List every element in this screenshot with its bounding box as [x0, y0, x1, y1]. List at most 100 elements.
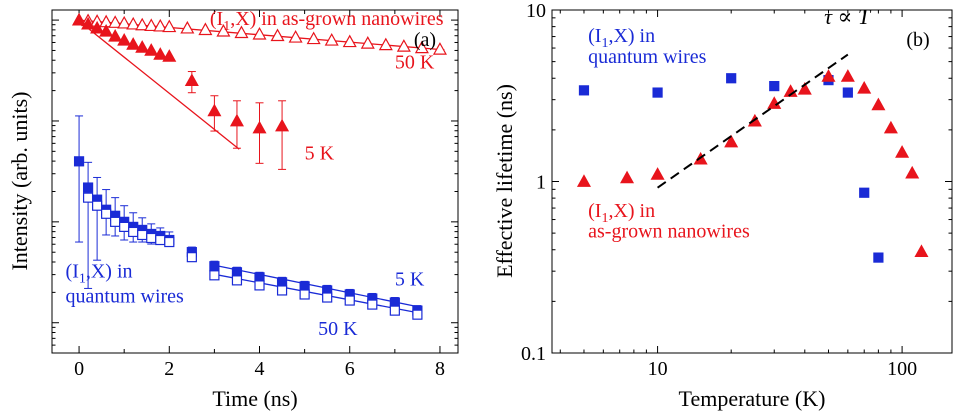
- data-point-a-3: [92, 200, 103, 211]
- x-tick-label-a: 2: [164, 358, 174, 380]
- data-point-a-3: [299, 289, 310, 300]
- data-point-a-3: [101, 208, 112, 219]
- data-point-b-0: [873, 252, 884, 263]
- data-point-b-1: [576, 174, 591, 187]
- trend-line-b: [657, 53, 849, 189]
- data-point-a-1: [72, 12, 87, 26]
- annotation-a: 5 K: [395, 268, 425, 290]
- x-axis-label-b: Temperature (K): [679, 386, 826, 411]
- y-tick-label-b: 0.1: [521, 343, 546, 365]
- plot-frame-a: [51, 9, 459, 354]
- x-tick-label-a: 4: [255, 358, 265, 380]
- x-tick-label-a: 0: [74, 358, 84, 380]
- data-point-a-3: [322, 292, 333, 303]
- data-point-b-1: [883, 120, 898, 134]
- data-point-a-1: [229, 113, 244, 127]
- annotation-b: (I1,X) in: [588, 25, 655, 51]
- data-point-a-1: [126, 37, 141, 50]
- data-point-a-0: [306, 31, 321, 45]
- data-point-a-3: [389, 305, 400, 316]
- data-point-a-3: [164, 236, 175, 248]
- data-point-b-1: [797, 82, 812, 95]
- data-point-b-0: [769, 80, 780, 92]
- y-tick-label-b: 10: [526, 0, 546, 22]
- data-point-a-3: [128, 226, 139, 238]
- annotation-a: quantum wires: [66, 286, 185, 308]
- data-point-a-0: [216, 23, 231, 37]
- annotation-a: (I1,X) in as-grown nanowires: [210, 8, 444, 34]
- data-point-b-1: [857, 80, 872, 94]
- data-point-a-1: [117, 33, 132, 46]
- data-point-b-0: [842, 87, 853, 98]
- data-point-a-0: [414, 40, 429, 54]
- data-point-b-1: [840, 69, 855, 82]
- data-point-a-3: [110, 216, 121, 227]
- y-axis-label-a: Intensity (arb. units): [7, 91, 32, 270]
- data-point-a-1: [153, 47, 168, 60]
- data-point-a-3: [231, 275, 243, 286]
- data-point-a-0: [135, 17, 150, 31]
- panel-a: 0 2 4 6 8 (I1,X) in as-grown nanowires 50 K 5 …: [7, 8, 459, 411]
- data-point-a-0: [252, 26, 267, 40]
- data-point-a-1: [81, 16, 96, 30]
- data-point-b-1: [620, 170, 635, 184]
- x-tick-labels-a: 0 2 4 6 8: [74, 358, 445, 380]
- data-point-a-0: [324, 33, 339, 46]
- data-point-a-0: [360, 36, 375, 49]
- data-point-a-1: [184, 73, 199, 87]
- data-point-a-0: [270, 28, 285, 42]
- data-point-a-3: [82, 192, 94, 203]
- data-point-a-0: [198, 22, 213, 36]
- data-point-a-1: [135, 40, 150, 53]
- chart-marks-a: [72, 12, 447, 320]
- data-point-a-3: [412, 309, 423, 320]
- annotation-a: 50 K: [395, 52, 435, 74]
- fit-line-a-3: [214, 273, 418, 314]
- data-point-a-0: [234, 25, 249, 39]
- data-point-a-0: [108, 15, 123, 28]
- data-point-b-1: [650, 167, 665, 180]
- data-point-a-1: [99, 23, 114, 37]
- data-point-a-2: [82, 182, 94, 193]
- y-axis-label-b: Effective lifetime (ns): [492, 84, 517, 278]
- data-point-a-3: [186, 252, 197, 263]
- data-point-a-3: [276, 285, 288, 296]
- data-point-a-1: [144, 43, 159, 56]
- data-point-a-3: [367, 299, 378, 310]
- x-tick-label-b: 10: [648, 358, 668, 380]
- annotation-b: quantum wires: [588, 46, 707, 68]
- data-point-a-0: [180, 20, 195, 34]
- y-tick-label-b: 1: [536, 172, 546, 194]
- annotation-a: 50 K: [318, 318, 358, 340]
- data-point-a-1: [275, 118, 290, 132]
- annotation-b: (I1,X) in: [588, 200, 655, 226]
- data-point-b-0: [578, 85, 590, 96]
- annotation-a: 5 K: [305, 142, 335, 164]
- data-point-a-0: [153, 18, 168, 32]
- annotation-b: τ ∝ T: [824, 4, 872, 29]
- panel-label-a: (a): [414, 29, 436, 51]
- data-point-a-1: [108, 28, 123, 42]
- annotation-b: as-grown nanowires: [588, 221, 750, 243]
- data-point-a-2: [209, 261, 220, 272]
- data-point-a-0: [432, 42, 447, 55]
- data-point-b-1: [895, 145, 910, 158]
- data-point-a-3: [209, 270, 220, 281]
- tick-labels-b: 10 100 0.1 1 10: [521, 0, 917, 380]
- data-point-a-2: [73, 156, 85, 167]
- annotations-a: (I1,X) in as-grown nanowires 50 K 5 K 5 K 50…: [66, 8, 444, 340]
- data-point-b-1: [821, 69, 836, 82]
- x-tick-label-a: 6: [345, 358, 355, 380]
- data-point-a-0: [396, 39, 411, 52]
- data-point-a-0: [378, 37, 393, 51]
- data-point-b-1: [724, 134, 739, 148]
- data-point-a-3: [254, 280, 265, 291]
- x-tick-label-a: 8: [435, 358, 445, 380]
- fit-line-a-2: [214, 264, 418, 308]
- data-point-a-0: [342, 34, 357, 48]
- data-point-a-1: [252, 120, 267, 134]
- data-point-a-1: [90, 20, 105, 34]
